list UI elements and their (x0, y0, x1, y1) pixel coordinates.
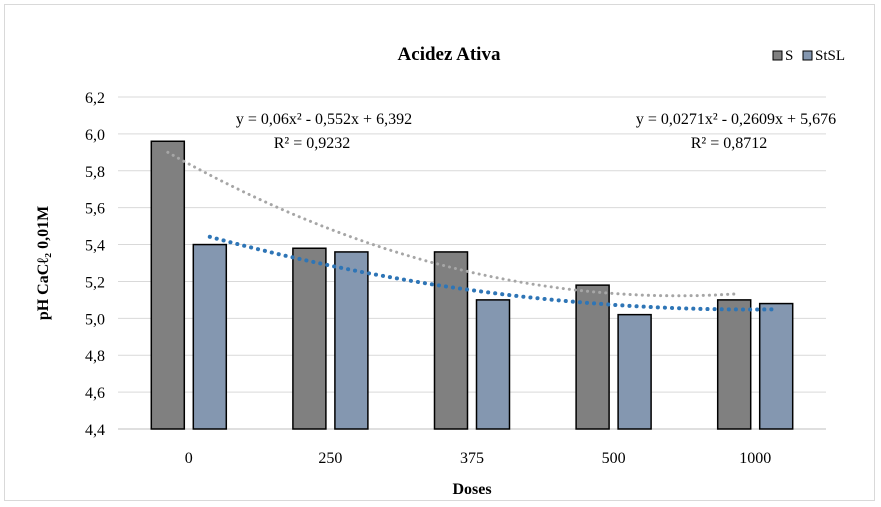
trendlines (166, 150, 779, 312)
bar-s-500 (575, 284, 610, 430)
y-tick-label: 5,2 (85, 274, 105, 291)
y-tick-label: 4,6 (85, 385, 105, 402)
y-tick-label: 6,2 (85, 90, 105, 107)
x-axis-label: Doses (452, 481, 491, 498)
y-tick-label: 4,4 (85, 422, 105, 439)
x-tick-label: 1000 (739, 450, 771, 467)
x-tick-label: 375 (460, 450, 484, 467)
y-tick-labels: 4,4 4,6 4,8 5,0 5,2 5,4 5,6 5,8 6,0 6,2 (85, 90, 105, 439)
x-tick-label: 0 (185, 450, 193, 467)
bar-s-0 (150, 140, 186, 430)
trend-equation-s: y = 0,06x² - 0,552x + 6,392 (236, 111, 412, 128)
trendline-labels: y = 0,06x² - 0,552x + 6,392 R² = 0,9232 … (236, 111, 836, 152)
bar-s-375 (433, 251, 469, 430)
bar-stsl-1000 (758, 302, 794, 430)
y-axis-label: pH CaCℓ₂ 0,01M (35, 206, 52, 320)
x-tick-labels: 0 250 375 500 1000 (185, 450, 771, 467)
y-tick-label: 5,0 (85, 311, 105, 328)
trend-r2-s: R² = 0,9232 (274, 135, 351, 152)
legend-label-s: S (785, 48, 793, 64)
trend-equation-stsl: y = 0,0271x² - 0,2609x + 5,676 (636, 111, 836, 128)
bar-s-1000 (716, 299, 752, 430)
bars (150, 140, 794, 430)
legend: S StSL (772, 48, 845, 64)
trend-r2-stsl: R² = 0,8712 (691, 135, 768, 152)
chart-title: Acidez Ativa (398, 44, 501, 65)
bar-s-250 (292, 247, 327, 430)
y-tick-label: 6,0 (85, 127, 105, 144)
legend-swatch-s (772, 50, 783, 61)
y-tick-label: 5,4 (85, 238, 105, 255)
gridlines (118, 96, 826, 430)
legend-swatch-stsl (802, 50, 813, 61)
bar-stsl-250 (334, 251, 369, 430)
y-tick-label: 5,8 (85, 164, 105, 181)
x-tick-label: 250 (318, 450, 342, 467)
y-tick-label: 4,8 (85, 348, 105, 365)
legend-label-stsl: StSL (815, 48, 845, 64)
x-tick-label: 500 (602, 450, 626, 467)
y-tick-label: 5,6 (85, 201, 105, 218)
bar-stsl-500 (617, 313, 652, 430)
bar-stsl-0 (192, 243, 228, 430)
bar-stsl-375 (475, 299, 511, 430)
